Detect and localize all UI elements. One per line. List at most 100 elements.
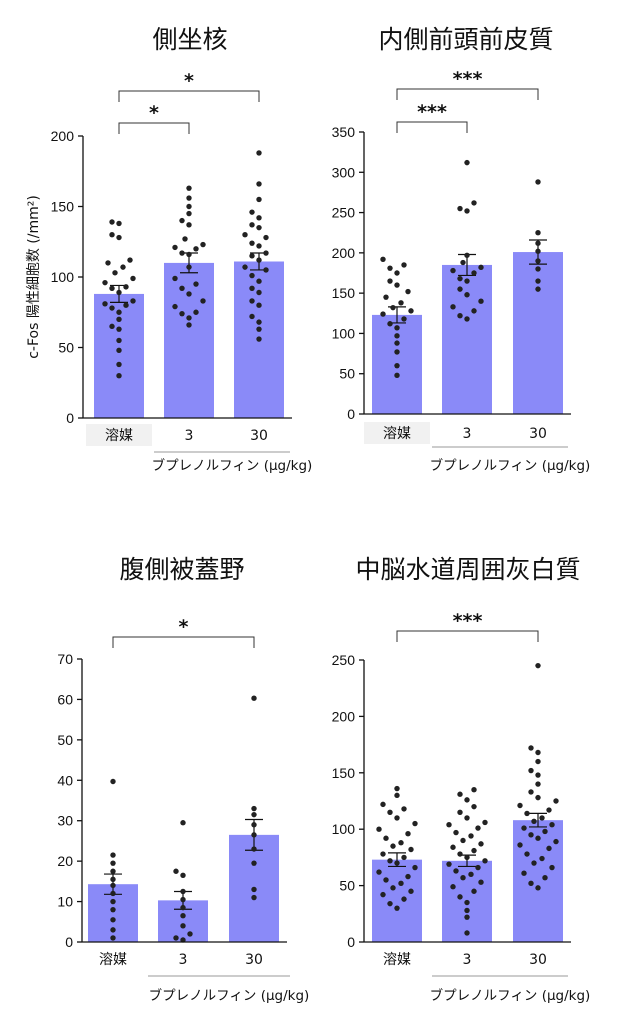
data-point — [394, 270, 400, 276]
data-point — [173, 868, 179, 874]
data-point — [256, 196, 262, 203]
data-point — [408, 846, 414, 853]
data-point — [179, 217, 185, 224]
data-point — [471, 803, 477, 810]
data-point — [517, 842, 523, 848]
y-tick-label: 50 — [57, 732, 73, 748]
data-point — [249, 313, 255, 320]
data-point — [457, 791, 463, 797]
data-point — [528, 832, 534, 838]
data-point — [457, 313, 463, 319]
data-point — [464, 278, 470, 284]
data-point — [471, 308, 477, 314]
data-point — [251, 860, 257, 866]
data-point — [535, 286, 541, 292]
bracket-line — [118, 90, 260, 102]
data-point — [535, 662, 541, 669]
bar-3 — [513, 252, 563, 414]
chart-title: 内側前頭前皮質 — [378, 25, 553, 54]
data-point — [398, 880, 404, 887]
data-point — [110, 778, 116, 785]
data-point — [464, 914, 470, 920]
data-point — [383, 294, 389, 300]
data-point — [394, 325, 400, 331]
data-point — [475, 864, 481, 871]
data-point — [553, 838, 559, 845]
data-point — [482, 819, 488, 826]
bracket-line — [118, 122, 190, 134]
y-tick-label: 0 — [347, 406, 355, 422]
error-bar-3 — [529, 812, 547, 828]
data-point — [102, 301, 108, 307]
bracket-line — [396, 121, 468, 133]
data-point — [116, 347, 122, 354]
data-point — [105, 260, 111, 266]
data-point — [528, 789, 534, 795]
data-point — [256, 215, 262, 221]
x-group-label: ブプレノルフィン (μg/kg) — [430, 987, 591, 1004]
data-point — [249, 272, 255, 279]
data-point — [200, 298, 206, 304]
data-point — [102, 279, 108, 286]
data-point — [180, 904, 186, 911]
significance-bracket: * — [118, 70, 260, 102]
data-point — [186, 195, 192, 201]
data-point — [110, 917, 116, 923]
data-point — [535, 835, 541, 841]
data-point — [542, 875, 548, 881]
data-point — [263, 267, 269, 273]
y-tick-label: 50 — [339, 366, 355, 382]
data-point — [398, 300, 404, 306]
significance-bracket: *** — [396, 610, 539, 642]
data-point — [478, 879, 484, 885]
significance-label: *** — [417, 101, 447, 123]
data-point — [249, 222, 255, 228]
points-group-1 — [110, 778, 116, 941]
data-point — [110, 890, 116, 897]
data-point — [528, 745, 534, 751]
data-point — [251, 805, 257, 812]
y-tick-label: 60 — [57, 691, 73, 707]
y-tick-label: 200 — [332, 245, 356, 261]
data-point — [123, 302, 129, 308]
data-point — [387, 265, 393, 271]
data-point — [116, 234, 122, 241]
data-point — [186, 222, 192, 228]
data-point — [464, 815, 470, 821]
significance-bracket: *** — [396, 68, 539, 100]
y-tick-label: 250 — [332, 652, 356, 668]
data-point — [109, 219, 115, 225]
data-point — [412, 864, 418, 871]
data-point — [187, 931, 193, 937]
category-label: 溶媒 — [99, 952, 127, 968]
data-point — [394, 349, 400, 355]
data-point — [390, 843, 396, 849]
data-point — [256, 326, 262, 332]
data-point — [457, 275, 463, 282]
data-point — [453, 829, 459, 836]
bracket-line — [396, 630, 539, 642]
data-point — [464, 159, 470, 166]
bracket-line — [396, 88, 539, 100]
data-point — [387, 809, 393, 815]
data-point — [450, 884, 456, 890]
data-point — [120, 264, 126, 270]
data-point — [464, 252, 470, 258]
data-point — [528, 880, 534, 887]
chart-panel-1: 側坐核 0 50 100 150 200 溶媒 3 30 ブプレノルフィン (μg/kg) * * c-… — [26, 25, 312, 474]
y-tick-label: 200 — [332, 708, 356, 724]
data-point — [464, 316, 470, 322]
data-point — [116, 316, 122, 322]
data-point — [383, 835, 389, 841]
data-point — [471, 200, 477, 206]
chart-panel-2: 内側前頭前皮質 0 50 100 150 200 250 300 350 溶媒 3 30 ブプレノルフィ… — [332, 25, 591, 474]
data-point — [180, 923, 186, 929]
data-point — [380, 256, 386, 263]
data-point — [380, 851, 386, 857]
category-label-bg — [86, 424, 152, 446]
data-point — [109, 285, 115, 291]
data-point — [180, 896, 186, 903]
data-point — [251, 886, 257, 893]
data-point — [380, 801, 386, 808]
data-point — [186, 322, 192, 328]
